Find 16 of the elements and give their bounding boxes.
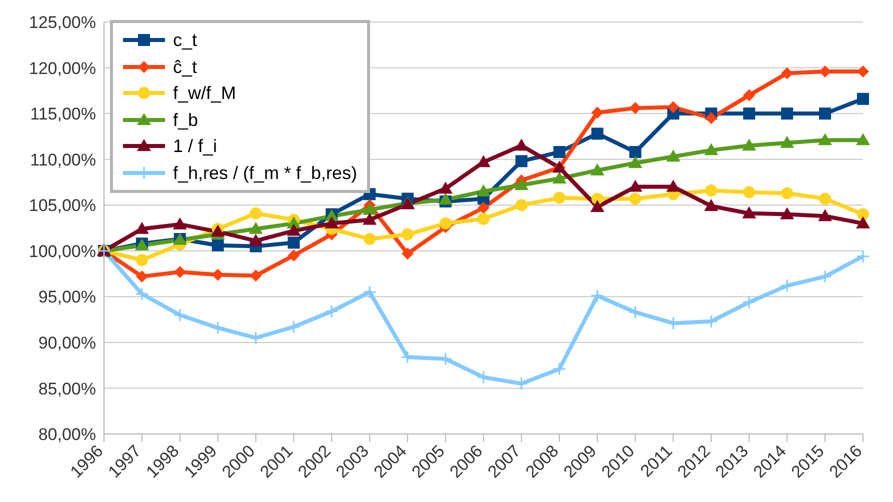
y-tick-label: 105,00% — [28, 196, 96, 216]
y-tick-label: 80,00% — [38, 425, 96, 444]
y-tick-label: 120,00% — [28, 58, 96, 78]
y-tick-label: 115,00% — [30, 104, 96, 124]
legend-label: f_h,res / (f_m * f_b,res) — [173, 162, 358, 185]
legend-label: ĉ_t — [173, 56, 198, 78]
y-tick-label: 95,00% — [38, 288, 96, 307]
legend-label: 1 / f_i — [173, 135, 218, 158]
y-tick-label: 85,00% — [38, 379, 96, 398]
y-tick-label: 90,00% — [38, 333, 96, 352]
legend-label: f_b — [173, 108, 198, 132]
y-tick-label: 100,00% — [28, 242, 96, 261]
legend-label: c_t — [173, 29, 198, 52]
legend-label: f_w/f_M — [173, 82, 236, 105]
y-tick-label: 110,00% — [30, 150, 96, 170]
y-tick-label: 125,00% — [28, 13, 96, 32]
